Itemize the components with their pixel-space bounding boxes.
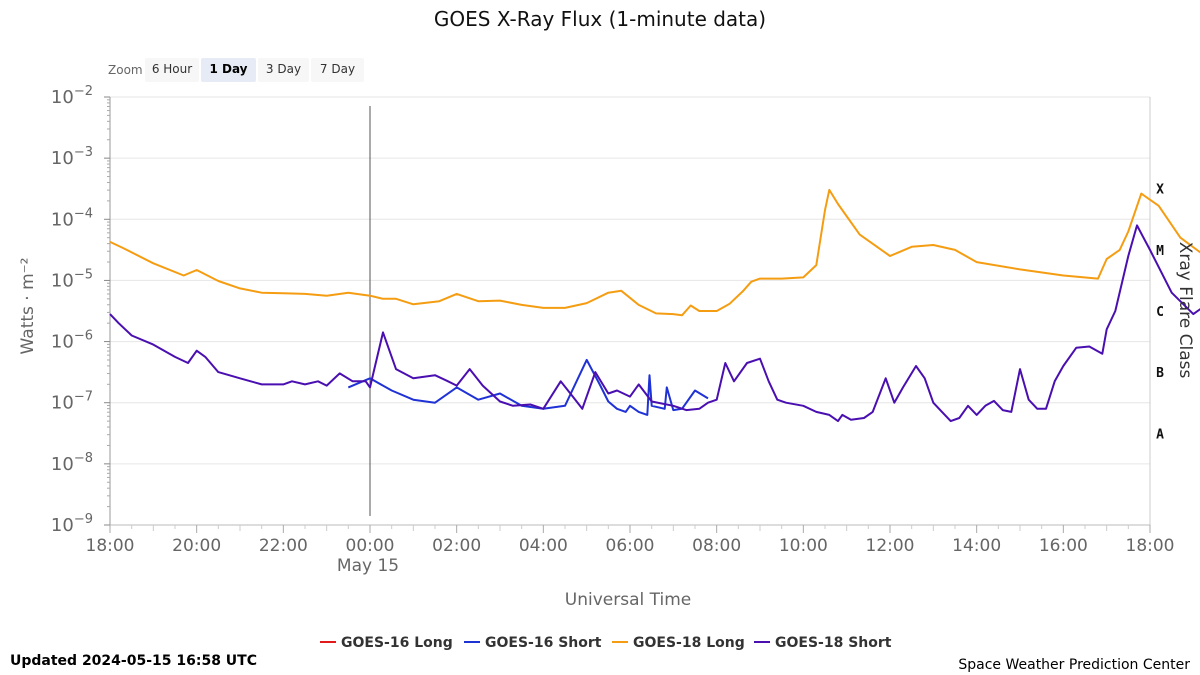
legend-item-goes16-long[interactable]: GOES-16 Long [320, 635, 453, 651]
data-series [109, 188, 1200, 423]
legend-label: GOES-16 Short [485, 635, 602, 651]
zoom-controls: Zoom 6 Hour 1 Day 3 Day 7 Day [108, 58, 364, 82]
zoom-1-day-button[interactable]: 1 Day [201, 58, 256, 82]
y-tick-label: 10−4 [51, 206, 93, 230]
zoom-3-day-button[interactable]: 3 Day [258, 58, 309, 82]
x-tick-label: 18:00 [86, 536, 135, 556]
zoom-7-day-label: 7 Day [320, 62, 355, 76]
y-tick-label: 10−8 [51, 451, 93, 475]
legend: GOES-16 Long GOES-16 Short GOES-18 Long GOE… [320, 635, 892, 651]
x-axis-ticks: 18:00 20:00 22:00 00:00 02:00 04:00 06:00 08:00… [86, 525, 1175, 556]
credit-label: Space Weather Prediction Center [958, 657, 1190, 673]
chart-title: GOES X-Ray Flux (1-minute data) [434, 7, 766, 31]
flare-class-x: X [1156, 183, 1164, 198]
y2-axis-title: Xray Flare Class [1175, 242, 1195, 379]
legend-item-goes18-long[interactable]: GOES-18 Long [612, 635, 745, 651]
y-tick-label: 10−9 [51, 512, 93, 536]
flare-class-labels: X M C B A [1156, 183, 1164, 443]
x-tick-label: 10:00 [779, 536, 828, 556]
zoom-3-day-label: 3 Day [266, 62, 301, 76]
x-tick-label: 04:00 [519, 536, 568, 556]
y-axis-title: Watts · m⁻² [18, 258, 38, 355]
legend-item-goes16-short[interactable]: GOES-16 Short [464, 635, 602, 651]
zoom-7-day-button[interactable]: 7 Day [311, 58, 364, 82]
y-tick-label: 10−7 [51, 390, 93, 414]
x-date-label: May 15 [337, 556, 399, 576]
x-tick-label: 00:00 [346, 536, 395, 556]
x-tick-label: 12:00 [866, 536, 915, 556]
legend-label: GOES-18 Short [775, 635, 892, 651]
zoom-6-hour-button[interactable]: 6 Hour [145, 58, 199, 82]
x-tick-label: 02:00 [432, 536, 481, 556]
legend-label: GOES-16 Long [341, 635, 453, 651]
y-tick-label: 10−6 [51, 329, 93, 353]
series-line-goes18-short [109, 224, 1200, 423]
flare-class-a: A [1156, 427, 1164, 442]
flare-class-c: C [1156, 305, 1164, 320]
legend-label: GOES-18 Long [633, 635, 745, 651]
series-line-goes18-long [109, 188, 1200, 317]
zoom-6-hour-label: 6 Hour [152, 62, 192, 76]
x-tick-label: 22:00 [259, 536, 308, 556]
legend-item-goes18-short[interactable]: GOES-18 Short [754, 635, 892, 651]
x-tick-label: 08:00 [692, 536, 741, 556]
updated-timestamp: Updated 2024-05-15 16:58 UTC [10, 653, 257, 669]
y-tick-label: 10−3 [51, 145, 93, 169]
y-tick-label: 10−5 [51, 267, 93, 291]
zoom-1-day-label: 1 Day [209, 62, 247, 76]
x-axis-title: Universal Time [565, 590, 691, 610]
x-tick-label: 14:00 [952, 536, 1001, 556]
flare-class-m: M [1156, 244, 1164, 259]
zoom-label: Zoom [108, 63, 143, 77]
x-tick-label: 06:00 [606, 536, 655, 556]
flare-class-b: B [1156, 366, 1164, 381]
series-line-goes16-short [347, 358, 709, 416]
x-tick-label: 20:00 [172, 536, 221, 556]
y-axis-ticks: 10−2 10−3 10−4 10−5 10−6 10−7 10−8 10−9 [51, 84, 110, 536]
x-tick-label: 16:00 [1039, 536, 1088, 556]
y-tick-label: 10−2 [51, 84, 93, 108]
x-tick-label: 18:00 [1126, 536, 1175, 556]
